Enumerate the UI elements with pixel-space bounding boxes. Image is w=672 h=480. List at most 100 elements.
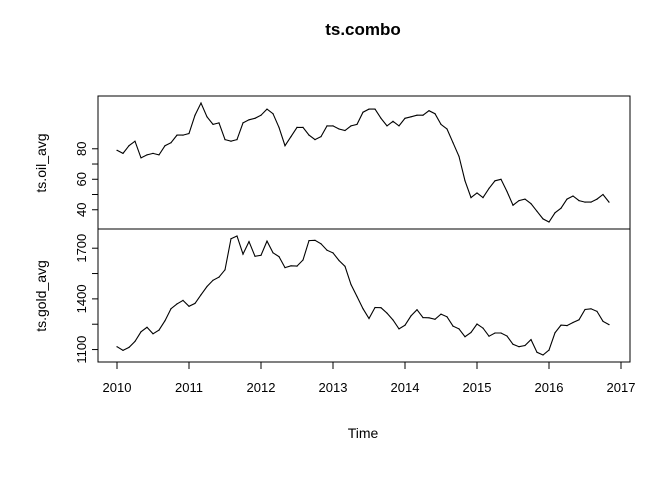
gold-data-point xyxy=(170,308,172,310)
gold-data-point xyxy=(488,335,490,337)
oil-data-point xyxy=(584,201,586,203)
gold-data-point xyxy=(548,349,550,351)
x-tick-label: 2010 xyxy=(103,380,132,395)
oil-data-point xyxy=(488,187,490,189)
oil-data-point xyxy=(314,139,316,141)
oil-data-point xyxy=(236,139,238,141)
oil-data-point xyxy=(404,117,406,119)
gold-data-point xyxy=(236,235,238,237)
gold-data-point xyxy=(446,316,448,318)
x-tick-label: 2014 xyxy=(391,380,420,395)
oil-series-points xyxy=(116,102,610,223)
gold-data-point xyxy=(476,323,478,325)
gold-data-point xyxy=(278,256,280,258)
oil-data-point xyxy=(518,200,520,202)
oil-data-point xyxy=(152,152,154,154)
gold-data-point xyxy=(464,336,466,338)
oil-data-point xyxy=(422,114,424,116)
gold-data-point xyxy=(134,340,136,342)
gold-data-point xyxy=(332,252,334,254)
oil-data-point xyxy=(536,210,538,212)
gold-data-point xyxy=(308,240,310,242)
oil-data-point xyxy=(278,126,280,128)
gold-data-point xyxy=(458,328,460,330)
x-axis: 2010 2011 2012 2013 2014 2015 2016 2017 xyxy=(103,362,636,395)
oil-data-point xyxy=(506,190,508,193)
gold-data-point xyxy=(140,331,142,333)
gold-data-point xyxy=(578,319,580,321)
gold-data-point xyxy=(530,339,532,341)
oil-data-point xyxy=(200,102,202,104)
gold-data-point xyxy=(398,328,400,330)
oil-data-point xyxy=(350,125,352,127)
oil-data-point xyxy=(158,154,160,156)
oil-panel: ts.oil_avg 40 60 80 xyxy=(33,95,631,230)
x-tick-label: 2016 xyxy=(535,380,564,395)
gold-data-point xyxy=(248,241,250,243)
oil-data-point xyxy=(380,117,382,119)
gold-series-points xyxy=(116,235,610,356)
gold-data-point xyxy=(206,285,208,288)
oil-data-point xyxy=(176,134,178,136)
oil-data-point xyxy=(284,145,286,147)
oil-data-point xyxy=(242,122,244,124)
gold-data-point xyxy=(182,299,184,301)
chart-title: ts.combo xyxy=(325,20,401,39)
oil-data-point xyxy=(566,198,568,200)
oil-data-point xyxy=(230,140,232,142)
gold-data-point xyxy=(536,351,538,353)
gold-data-point xyxy=(404,324,406,326)
oil-data-point xyxy=(290,136,292,138)
oil-data-point xyxy=(170,142,172,144)
oil-data-point xyxy=(266,108,268,110)
oil-data-point xyxy=(248,119,250,121)
oil-data-point xyxy=(590,201,592,203)
oil-data-point xyxy=(386,125,388,127)
gold-data-point xyxy=(116,346,118,348)
x-tick-label: 2013 xyxy=(319,380,348,395)
gold-y-tick-label: 1400 xyxy=(74,284,89,313)
gold-data-point xyxy=(416,309,418,311)
oil-data-point xyxy=(296,126,298,128)
x-tick-label: 2015 xyxy=(463,380,492,395)
oil-y-axis-label: ts.oil_avg xyxy=(33,133,49,192)
oil-panel-frame xyxy=(97,95,631,230)
oil-data-point xyxy=(410,116,412,118)
gold-data-point xyxy=(356,295,358,298)
gold-data-point xyxy=(254,255,256,257)
gold-data-point xyxy=(242,253,244,255)
oil-data-point xyxy=(440,123,442,125)
gold-data-point xyxy=(314,239,316,241)
gold-data-point xyxy=(524,344,526,347)
oil-data-point xyxy=(218,122,220,124)
oil-data-point xyxy=(308,134,310,136)
gold-data-point xyxy=(224,269,226,271)
gold-data-point xyxy=(572,321,574,324)
gold-data-point xyxy=(392,319,394,321)
gold-data-point xyxy=(518,346,520,348)
oil-data-point xyxy=(374,108,376,110)
x-tick-label: 2012 xyxy=(247,380,276,395)
gold-data-point xyxy=(440,313,442,315)
gold-data-point xyxy=(380,307,382,309)
x-axis-label: Time xyxy=(348,425,379,441)
oil-data-point xyxy=(476,192,478,194)
gold-data-point xyxy=(590,308,592,310)
gold-data-point xyxy=(386,312,388,314)
gold-data-point xyxy=(122,349,124,351)
oil-data-point xyxy=(206,116,208,118)
oil-data-point xyxy=(446,128,448,130)
gold-data-point xyxy=(500,332,502,334)
oil-data-point xyxy=(428,110,430,112)
oil-data-point xyxy=(272,113,274,115)
oil-data-point xyxy=(212,123,214,125)
gold-data-point xyxy=(428,317,430,319)
gold-data-point xyxy=(194,302,196,304)
gold-data-point xyxy=(146,326,148,328)
gold-data-point xyxy=(608,324,610,326)
gold-data-point xyxy=(452,325,454,327)
x-tick-label: 2017 xyxy=(607,380,636,395)
oil-data-point xyxy=(530,203,532,205)
